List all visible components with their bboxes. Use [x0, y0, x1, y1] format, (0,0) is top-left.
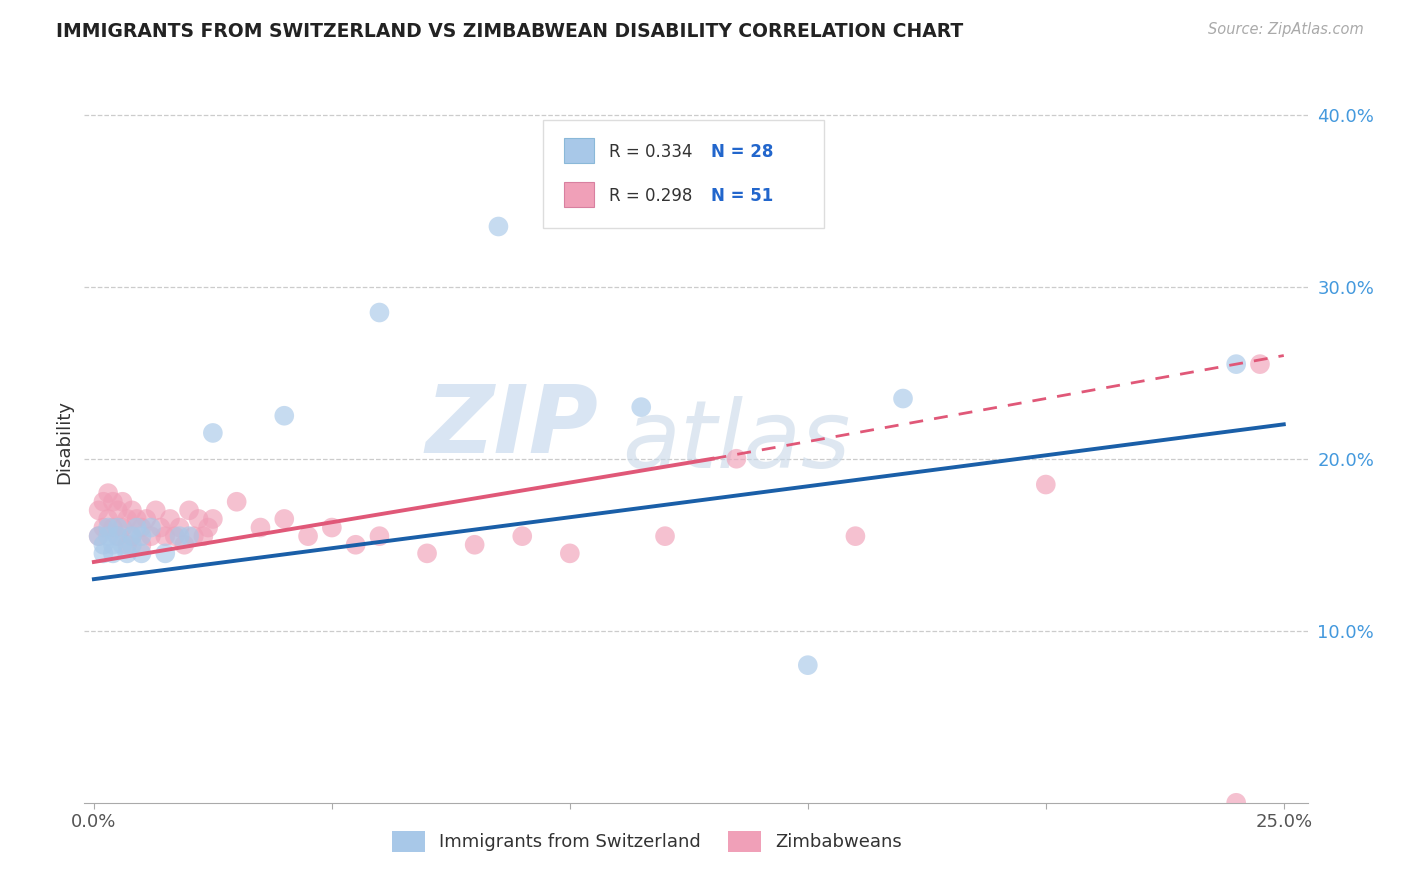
Point: [1225, 796, 1247, 810]
Bar: [564, 137, 595, 163]
Point: [121, 503, 143, 517]
Point: [111, 538, 134, 552]
Point: [111, 520, 134, 534]
Point: [177, 503, 200, 517]
Text: ZIP: ZIP: [425, 381, 598, 473]
Point: [121, 538, 143, 552]
Point: [193, 529, 215, 543]
Point: [155, 529, 177, 543]
Point: [121, 529, 143, 543]
Point: [183, 529, 205, 543]
Point: [725, 451, 748, 466]
Point: [101, 520, 124, 534]
Point: [197, 520, 219, 534]
Point: [201, 512, 224, 526]
Point: [187, 512, 209, 526]
Point: [201, 425, 224, 440]
Point: [149, 520, 172, 534]
Point: [139, 529, 162, 543]
Point: [87, 503, 110, 517]
Point: [630, 400, 652, 414]
Point: [125, 520, 148, 534]
Point: [131, 520, 153, 534]
Point: [488, 219, 510, 234]
Point: [145, 503, 167, 517]
Point: [107, 529, 129, 543]
Point: [273, 512, 295, 526]
Point: [93, 546, 115, 560]
Point: [1225, 357, 1247, 371]
Point: [797, 658, 820, 673]
Point: [111, 494, 134, 508]
Text: N = 51: N = 51: [710, 187, 773, 205]
Point: [139, 520, 162, 534]
Point: [321, 520, 343, 534]
Text: R = 0.334: R = 0.334: [609, 143, 693, 161]
Text: Source: ZipAtlas.com: Source: ZipAtlas.com: [1208, 22, 1364, 37]
Point: [93, 538, 115, 552]
Point: [344, 538, 367, 552]
Point: [97, 520, 120, 534]
Text: atlas: atlas: [623, 396, 851, 487]
Text: IMMIGRANTS FROM SWITZERLAND VS ZIMBABWEAN DISABILITY CORRELATION CHART: IMMIGRANTS FROM SWITZERLAND VS ZIMBABWEA…: [56, 22, 963, 41]
Point: [368, 529, 391, 543]
Point: [173, 538, 195, 552]
Y-axis label: Disability: Disability: [55, 400, 73, 483]
Point: [97, 486, 120, 500]
Point: [654, 529, 676, 543]
Point: [131, 529, 153, 543]
Point: [368, 305, 391, 319]
Point: [107, 503, 129, 517]
Point: [558, 546, 581, 560]
Point: [135, 512, 157, 526]
Point: [416, 546, 439, 560]
Point: [87, 529, 110, 543]
Point: [163, 529, 186, 543]
Point: [121, 529, 143, 543]
Point: [107, 529, 129, 543]
Point: [844, 529, 866, 543]
Point: [97, 529, 120, 543]
Point: [225, 494, 247, 508]
Point: [177, 529, 200, 543]
Point: [101, 538, 124, 552]
Legend: Immigrants from Switzerland, Zimbabweans: Immigrants from Switzerland, Zimbabweans: [385, 823, 910, 859]
Point: [97, 512, 120, 526]
Point: [125, 512, 148, 526]
Point: [273, 409, 295, 423]
FancyBboxPatch shape: [543, 120, 824, 228]
Point: [510, 529, 533, 543]
Point: [115, 546, 138, 560]
Point: [93, 520, 115, 534]
Point: [297, 529, 319, 543]
Point: [155, 546, 177, 560]
Point: [891, 392, 914, 406]
Point: [115, 512, 138, 526]
Point: [159, 512, 181, 526]
Point: [87, 529, 110, 543]
Text: N = 28: N = 28: [710, 143, 773, 161]
Point: [169, 529, 191, 543]
Point: [249, 520, 271, 534]
Point: [131, 538, 153, 552]
Point: [101, 494, 124, 508]
Bar: [564, 182, 595, 207]
Point: [131, 546, 153, 560]
Text: R = 0.298: R = 0.298: [609, 187, 693, 205]
Point: [1249, 357, 1271, 371]
Point: [93, 494, 115, 508]
Point: [1035, 477, 1057, 491]
Point: [101, 546, 124, 560]
Point: [115, 538, 138, 552]
Point: [169, 520, 191, 534]
Point: [464, 538, 486, 552]
Point: [107, 520, 129, 534]
